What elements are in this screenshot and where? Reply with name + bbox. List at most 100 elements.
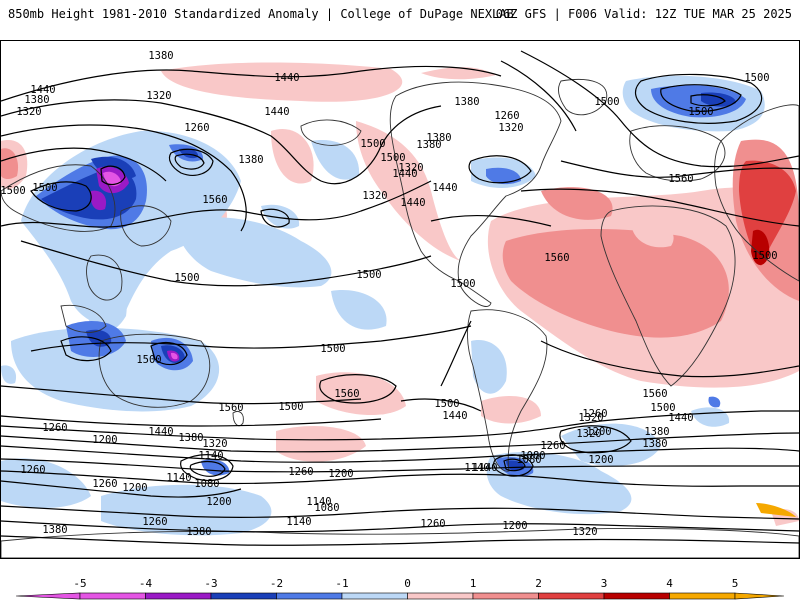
contour-line: [1, 99, 442, 185]
contour-label: 1140: [472, 462, 497, 474]
negative-anomaly-region: [171, 352, 178, 360]
contour-label: 1320: [202, 438, 227, 450]
contour-line: [30, 325, 472, 352]
colorbar-tick-label: 1: [470, 577, 477, 590]
contour-line: [174, 153, 205, 170]
contour-label: 1560: [334, 388, 359, 400]
contour-line: [1, 147, 167, 182]
contour-line: [430, 214, 552, 227]
negative-anomaly-region: [176, 217, 332, 288]
negative-anomaly-region: [486, 167, 521, 185]
contour-label: 1380: [238, 154, 263, 166]
anomaly-shading: [1, 62, 799, 536]
contour-line: [319, 374, 397, 404]
negative-anomaly-region: [101, 484, 272, 536]
positive-anomaly-region: [421, 67, 496, 80]
contour-line: [189, 460, 226, 477]
contour-labels: 1380144013801320144013801320126015001440…: [1, 50, 778, 538]
contour-line: [690, 94, 726, 107]
contour-label: 1320: [498, 122, 523, 134]
contour-label: 1080: [314, 502, 339, 514]
contour-label: 1500: [360, 138, 385, 150]
colorbar-tick-label: 2: [535, 577, 542, 590]
contour-line: [1, 480, 242, 498]
contour-label: 1260: [20, 464, 45, 476]
contour-label: 1560: [544, 252, 569, 264]
colorbar-swatch: [669, 592, 736, 600]
contour-label: 1440: [432, 182, 457, 194]
contour-line: [635, 73, 763, 124]
contour-line: [400, 398, 482, 412]
contour-label: 1380: [42, 524, 67, 536]
colorbar-swatch: [603, 592, 670, 600]
colorbar-tick-label: 3: [601, 577, 608, 590]
coastline-europe: [629, 125, 726, 182]
contour-label: 1440: [442, 410, 467, 422]
colorbar-tick-label: -4: [139, 577, 153, 590]
model-run-info: 06Z GFS | F006 Valid: 12Z TUE MAR 25 202…: [495, 7, 792, 21]
contour-label: 1140: [286, 516, 311, 528]
contour-line: [660, 84, 742, 112]
contour-label: 1260: [288, 466, 313, 478]
colorbar-tick-label: -2: [270, 577, 283, 590]
coastline-north-america: [389, 81, 562, 282]
contour-line: [440, 320, 472, 387]
positive-anomaly-region: [502, 229, 729, 338]
negative-anomaly-region: [90, 190, 107, 211]
contour-line: [1, 124, 247, 232]
contour-label: 1200: [328, 468, 353, 480]
coastline-antarctica: [1, 528, 799, 558]
negative-anomaly-region: [86, 270, 127, 333]
contour-label: 1500: [32, 182, 57, 194]
contour-label: 1500: [356, 269, 381, 281]
contour-label: 1380: [426, 132, 451, 144]
contour-line: [168, 148, 214, 176]
contour-line: [260, 208, 290, 228]
colorbar-tick-label: 0: [404, 577, 411, 590]
colorbar-swatch: [276, 592, 343, 600]
coastline-africa: [600, 205, 736, 387]
anomaly-map[interactable]: 1380144013801320144013801320126015001440…: [0, 40, 800, 559]
contour-label: 1080: [516, 454, 541, 466]
positive-anomaly-region: [316, 372, 406, 416]
coastline-southeast-asia: [86, 254, 123, 301]
positive-anomaly-region: [756, 503, 796, 517]
contour-line: [1, 415, 382, 427]
contour-label: 1200: [92, 434, 117, 446]
contour-label: 1380: [416, 139, 441, 151]
contour-label: 1500: [594, 96, 619, 108]
positive-anomaly-region: [541, 187, 613, 220]
contour-label: 1200: [586, 426, 611, 438]
contour-label: 1500: [450, 278, 475, 290]
contour-label: 1200: [588, 454, 613, 466]
coastline-maritime-asia: [60, 304, 107, 333]
contour-label: 1560: [202, 194, 227, 206]
contour-label: 1260: [142, 516, 167, 528]
contour-label: 1440: [668, 412, 693, 424]
contour-line: [60, 336, 112, 362]
negative-anomaly-region: [103, 171, 121, 187]
colorbar-swatch: [145, 592, 212, 600]
contour-label: 1560: [668, 173, 693, 185]
contour-line: [520, 188, 799, 227]
contour-label: 1320: [362, 190, 387, 202]
contour-line: [1, 445, 799, 463]
header: 850mb Height 1981-2010 Standardized Anom…: [0, 0, 800, 28]
contour-label: 1380: [24, 94, 49, 106]
contour-label: 1500: [744, 72, 769, 84]
contour-line: [468, 155, 532, 184]
contour-label: 1380: [186, 526, 211, 538]
contour-label: 1380: [148, 50, 173, 62]
contour-line: [30, 181, 92, 212]
contour-label: 1260: [420, 518, 445, 530]
contour-line: [180, 454, 234, 482]
contour-label: 1380: [644, 426, 669, 438]
colorbar-swatch: [79, 592, 146, 600]
contour-label: 1140: [306, 496, 331, 508]
contour-label: 1260: [494, 110, 519, 122]
negative-anomaly-region: [179, 148, 199, 159]
colorbar-tick-label: 4: [666, 577, 673, 590]
contour-line: [540, 340, 799, 378]
map-canvas: 1380144013801320144013801320126015001440…: [1, 50, 799, 558]
contour-label: 1380: [178, 432, 203, 444]
